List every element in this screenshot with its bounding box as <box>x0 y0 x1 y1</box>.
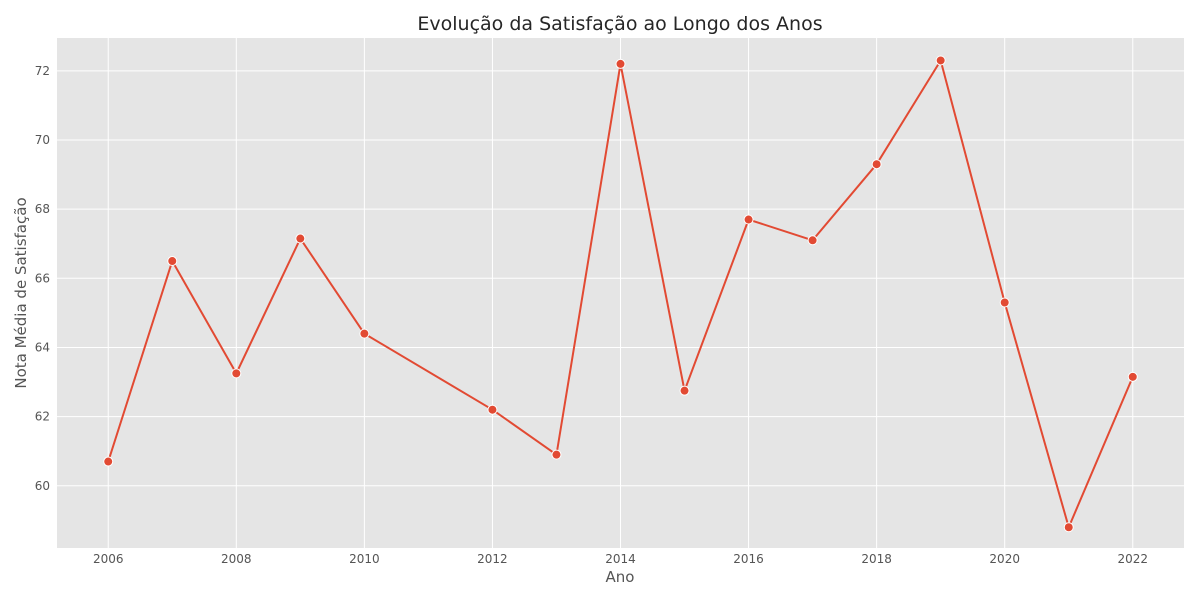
data-point <box>871 159 882 170</box>
data-point <box>743 214 754 225</box>
data-point <box>935 55 946 66</box>
data-points <box>103 55 1138 533</box>
y-tick-label: 66 <box>35 271 50 285</box>
data-point <box>231 368 242 379</box>
x-tick-label: 2006 <box>93 552 124 566</box>
y-tick-label: 70 <box>35 133 50 147</box>
data-point <box>1063 522 1074 533</box>
x-axis-label: Ano <box>606 568 635 586</box>
x-tick-label: 2014 <box>605 552 636 566</box>
x-tick-label: 2022 <box>1117 552 1148 566</box>
data-point <box>295 233 306 244</box>
data-point <box>359 328 370 339</box>
data-point <box>1127 371 1138 382</box>
x-tick-label: 2012 <box>477 552 508 566</box>
y-tick-label: 68 <box>35 202 50 216</box>
x-tick-label: 2020 <box>989 552 1020 566</box>
data-point <box>487 404 498 415</box>
grid-lines <box>57 38 1184 548</box>
data-point <box>999 297 1010 308</box>
series-line-layer <box>107 59 1134 529</box>
data-point <box>679 385 690 396</box>
x-tick-label: 2008 <box>221 552 252 566</box>
y-tick-label: 64 <box>35 340 50 354</box>
y-tick-label: 60 <box>35 479 50 493</box>
series-line <box>107 59 1134 529</box>
data-point <box>551 449 562 460</box>
y-axis-ticks: 60 62 64 66 68 70 72 <box>35 64 50 493</box>
x-tick-label: 2016 <box>733 552 764 566</box>
x-tick-label: 2010 <box>349 552 380 566</box>
data-point <box>167 256 178 267</box>
y-tick-label: 72 <box>35 64 50 78</box>
y-axis-label: Nota Média de Satisfação <box>12 197 30 388</box>
chart-title: Evolução da Satisfação ao Longo dos Anos <box>417 13 822 35</box>
x-tick-label: 2018 <box>861 552 892 566</box>
x-axis-ticks: 2006 2008 2010 2012 2014 2016 2018 2020 2022 <box>93 552 1148 566</box>
data-point <box>615 58 626 69</box>
y-tick-label: 62 <box>35 410 50 424</box>
data-point <box>807 235 818 246</box>
data-point <box>103 456 114 467</box>
